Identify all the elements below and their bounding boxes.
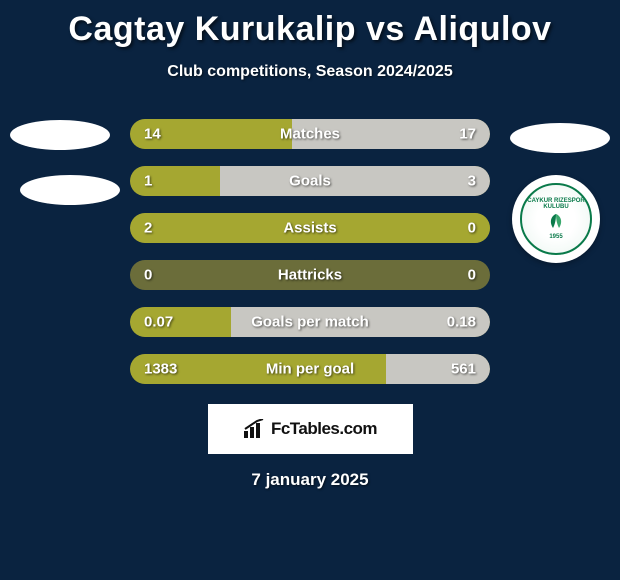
stat-value-right: 0 <box>468 220 476 237</box>
stat-label: Goals <box>289 173 331 190</box>
player2-badge-placeholder-1 <box>510 123 610 153</box>
stat-value-right: 0 <box>468 267 476 284</box>
stat-label: Hattricks <box>278 267 342 284</box>
tea-leaf-icon <box>543 212 569 232</box>
stat-value-left: 0 <box>144 267 152 284</box>
player1-badge-placeholder-2 <box>20 175 120 205</box>
stat-bar-right <box>220 166 490 196</box>
stat-label: Matches <box>280 126 340 143</box>
stat-value-left: 0.07 <box>144 314 173 331</box>
subtitle: Club competitions, Season 2024/2025 <box>0 63 620 81</box>
stat-row: 1 3 Goals <box>130 166 490 196</box>
brand-chart-icon <box>243 419 267 439</box>
club-badge-inner: CAYKUR RIZESPOR KULUBU 1955 <box>520 183 592 255</box>
stat-label: Assists <box>283 220 336 237</box>
stat-row: 2 0 Assists <box>130 213 490 243</box>
stat-row: 0 0 Hattricks <box>130 260 490 290</box>
stat-row: 0.07 0.18 Goals per match <box>130 307 490 337</box>
stat-value-left: 14 <box>144 126 161 143</box>
stat-value-right: 0.18 <box>447 314 476 331</box>
date-text: 7 january 2025 <box>0 470 620 490</box>
stat-value-right: 17 <box>459 126 476 143</box>
stat-label: Min per goal <box>266 361 354 378</box>
stat-value-right: 3 <box>468 173 476 190</box>
stat-row: 1383 561 Min per goal <box>130 354 490 384</box>
stat-value-left: 2 <box>144 220 152 237</box>
club-badge-top-text: CAYKUR RIZESPOR KULUBU <box>522 198 590 210</box>
player1-badge-placeholder-1 <box>10 120 110 150</box>
brand-text: FcTables.com <box>271 419 377 439</box>
brand-box[interactable]: FcTables.com <box>208 404 413 454</box>
stat-value-left: 1383 <box>144 361 177 378</box>
club-badge: CAYKUR RIZESPOR KULUBU 1955 <box>512 175 600 263</box>
stat-value-left: 1 <box>144 173 152 190</box>
stat-label: Goals per match <box>251 314 369 331</box>
stats-container: 14 17 Matches 1 3 Goals 2 0 Assists 0 0 Hattricks 0.… <box>130 119 490 384</box>
stat-value-right: 561 <box>451 361 476 378</box>
club-badge-year: 1955 <box>549 234 562 240</box>
page-title: Cagtay Kurukalip vs Aliqulov <box>0 0 620 49</box>
stat-row: 14 17 Matches <box>130 119 490 149</box>
